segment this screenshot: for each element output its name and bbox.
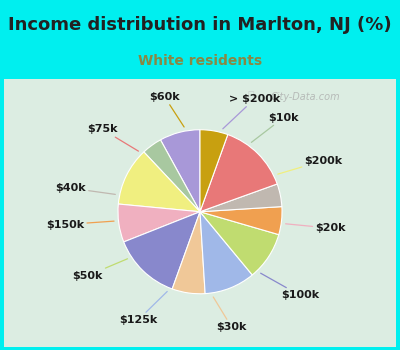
Wedge shape — [118, 204, 200, 242]
Wedge shape — [118, 152, 200, 212]
Wedge shape — [200, 206, 282, 235]
Text: $30k: $30k — [213, 297, 247, 332]
Text: $150k: $150k — [46, 219, 114, 230]
Text: ⧉: ⧉ — [247, 91, 254, 101]
Text: $125k: $125k — [119, 292, 167, 325]
Wedge shape — [200, 212, 279, 275]
Wedge shape — [160, 130, 200, 212]
Text: $40k: $40k — [55, 183, 115, 194]
Wedge shape — [124, 212, 200, 289]
Text: $100k: $100k — [261, 273, 319, 300]
Text: $75k: $75k — [87, 124, 138, 151]
Text: Income distribution in Marlton, NJ (%): Income distribution in Marlton, NJ (%) — [8, 16, 392, 34]
Text: $10k: $10k — [251, 112, 299, 142]
Text: > $200k: > $200k — [223, 94, 280, 129]
Wedge shape — [200, 184, 282, 212]
Text: $50k: $50k — [72, 259, 128, 281]
Text: $20k: $20k — [286, 223, 346, 233]
Text: City-Data.com: City-Data.com — [270, 92, 340, 102]
Wedge shape — [200, 134, 277, 212]
Wedge shape — [200, 212, 252, 294]
Text: $60k: $60k — [149, 92, 184, 127]
Text: $200k: $200k — [278, 155, 343, 174]
Text: White residents: White residents — [138, 55, 262, 69]
Wedge shape — [172, 212, 205, 294]
Wedge shape — [200, 130, 228, 212]
Wedge shape — [144, 140, 200, 212]
